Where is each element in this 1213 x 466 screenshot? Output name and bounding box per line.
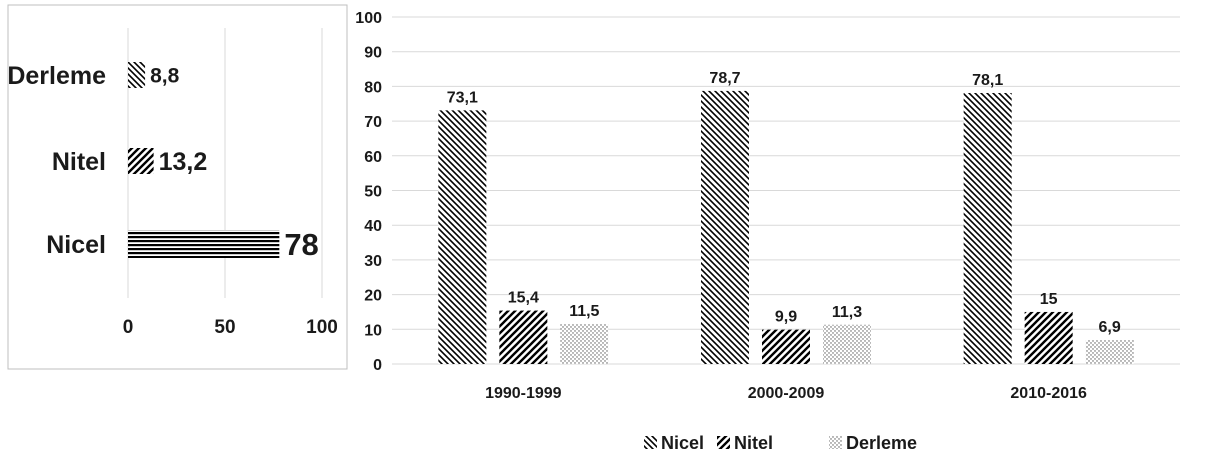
right-y-tick-label: 50: [364, 184, 382, 201]
left-data-label: 13,2: [159, 148, 208, 176]
left-category-label: Nicel: [46, 231, 106, 259]
right-y-tick-label: 70: [364, 114, 382, 131]
legend: Nicel Nitel Derleme: [644, 433, 917, 453]
right-x-tick-label: 2000-2009: [748, 385, 825, 402]
right-chart: 0 10 20 30 40 50 60 70 80 90 100 73,1 15,4 11,5 1990-1…: [355, 10, 1180, 402]
right-y-tick-label: 100: [355, 10, 382, 27]
left-category-label: Nitel: [52, 148, 106, 176]
right-y-tick-label: 20: [364, 288, 382, 305]
right-bar: [1025, 312, 1073, 364]
right-bar: [499, 311, 547, 364]
right-x-tick-label: 2010-2016: [1010, 385, 1087, 402]
legend-label: Nitel: [734, 433, 773, 453]
right-bar: [823, 325, 871, 364]
legend-swatch: [644, 436, 657, 449]
right-bar: [560, 324, 608, 364]
right-bar: [438, 110, 486, 364]
right-y-tick-label: 10: [364, 322, 382, 339]
right-data-label: 78,1: [972, 72, 1003, 89]
right-y-tick-label: 0: [373, 357, 382, 374]
left-data-label: 78: [284, 227, 318, 262]
right-data-label: 11,3: [832, 304, 862, 321]
right-data-label: 15,4: [508, 290, 539, 307]
left-x-tick-label: 50: [214, 317, 235, 338]
right-data-label: 73,1: [447, 89, 478, 106]
legend-swatch: [717, 436, 730, 449]
right-bar: [964, 93, 1012, 364]
right-data-label: 78,7: [709, 70, 740, 87]
right-data-label: 9,9: [775, 309, 797, 326]
right-bar: [762, 330, 810, 364]
right-y-tick-label: 60: [364, 149, 382, 166]
left-x-tick-label: 100: [306, 317, 338, 338]
left-bar: [128, 62, 145, 88]
legend-swatch: [829, 436, 842, 449]
right-y-tick-label: 30: [364, 253, 382, 270]
right-y-tick-label: 40: [364, 218, 382, 235]
legend-label: Nicel: [661, 433, 704, 453]
left-x-tick-label: 0: [123, 317, 134, 338]
left-chart-frame: [8, 5, 347, 369]
left-data-label: 8,8: [150, 65, 180, 88]
right-data-label: 15: [1040, 291, 1058, 308]
left-category-label: Derleme: [7, 62, 106, 90]
right-bar: [701, 91, 749, 364]
right-bar: [1086, 340, 1134, 364]
legend-label: Derleme: [846, 433, 917, 453]
left-bar: [128, 230, 279, 258]
right-y-tick-label: 90: [364, 45, 382, 62]
right-y-tick-label: 80: [364, 79, 382, 96]
left-bar: [128, 148, 154, 174]
right-x-tick-label: 1990-1999: [485, 385, 562, 402]
left-chart: 0 50 100 Derleme 8,8 Nitel 13,2 Nicel 78: [7, 28, 338, 338]
right-data-label: 6,9: [1099, 319, 1121, 336]
right-data-label: 11,5: [569, 303, 599, 320]
